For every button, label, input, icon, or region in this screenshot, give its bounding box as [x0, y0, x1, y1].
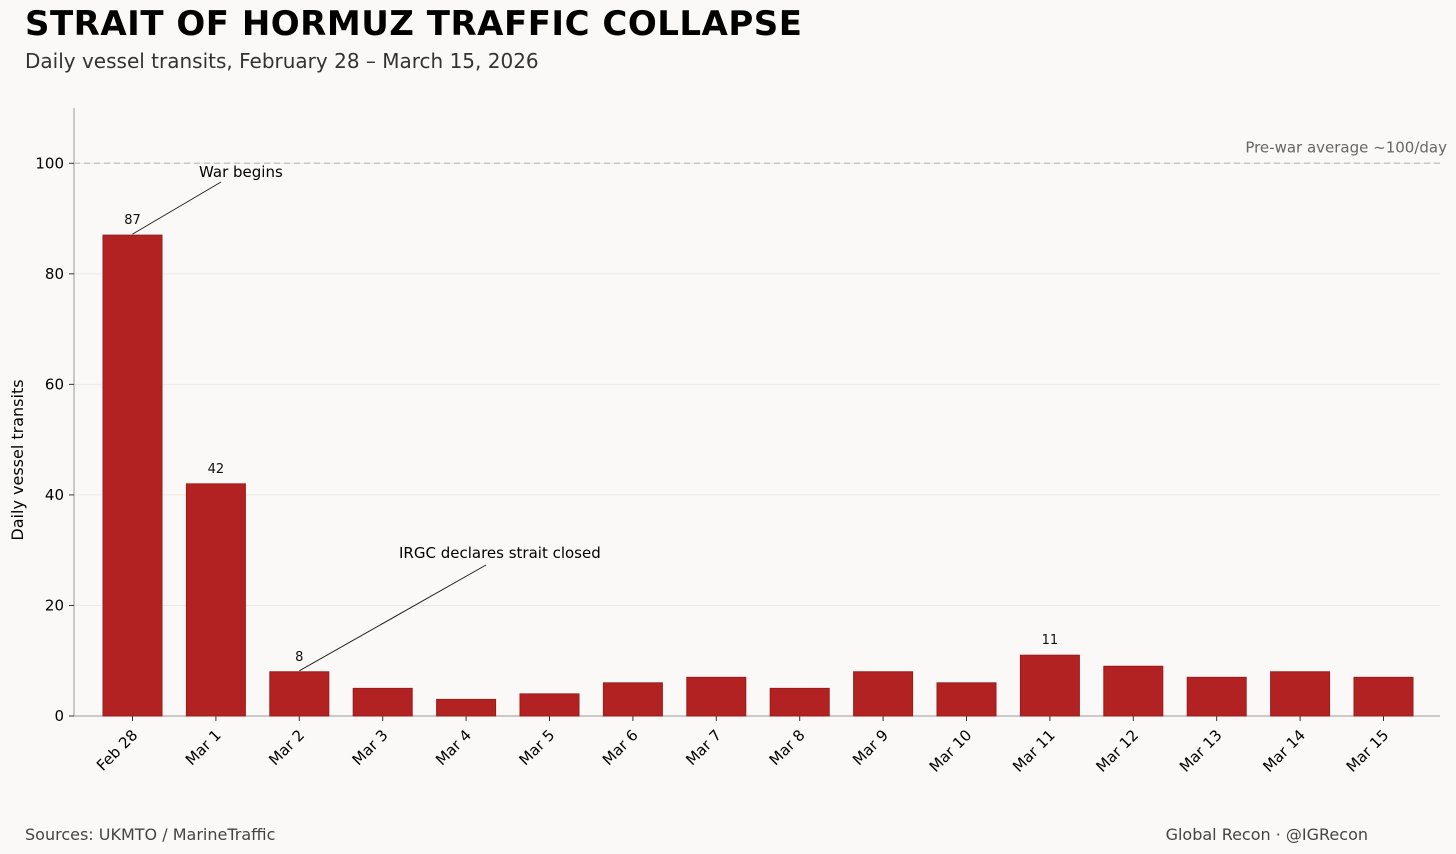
x-tick-label: Feb 28	[93, 726, 141, 774]
data-label: 11	[1042, 633, 1059, 648]
annotation-leader-line	[132, 181, 222, 235]
chart-title: STRAIT OF HORMUZ TRAFFIC COLLAPSE	[25, 4, 803, 44]
x-tick-label: Mar 6	[599, 726, 642, 769]
bar	[1019, 654, 1080, 717]
bar	[185, 483, 246, 717]
annotation-leader-line	[299, 564, 487, 672]
bar	[853, 671, 914, 717]
x-tick-label: Mar 2	[265, 726, 308, 769]
x-tick-label: Mar 10	[926, 726, 976, 776]
annotation-label: IRGC declares strait closed	[399, 544, 601, 562]
x-tick-label: Mar 5	[515, 726, 558, 769]
x-tick-label: Mar 1	[182, 726, 225, 769]
y-axis-label: Daily vessel transits	[8, 379, 27, 540]
data-label: 87	[124, 213, 141, 228]
credit-note: Global Recon · @IGRecon	[1165, 825, 1368, 844]
reference-line-label: Pre-war average ~100/day	[1245, 138, 1447, 156]
y-tick-label: 60	[45, 375, 64, 393]
bar	[686, 676, 747, 717]
x-tick-label: Mar 7	[682, 726, 725, 769]
bar	[1186, 676, 1247, 717]
bar	[936, 682, 997, 717]
x-tick-label: Mar 12	[1093, 726, 1143, 776]
sources-note: Sources: UKMTO / MarineTraffic	[25, 825, 276, 844]
bar	[102, 234, 163, 717]
y-tick-label: 40	[45, 486, 64, 504]
y-tick-label: 80	[45, 265, 64, 283]
y-tick-label: 20	[45, 596, 64, 614]
chart-subtitle: Daily vessel transits, February 28 – Mar…	[25, 49, 539, 73]
annotation-label: War begins	[199, 163, 283, 181]
x-tick-label: Mar 15	[1343, 726, 1393, 776]
bar	[269, 671, 330, 717]
data-label: 8	[295, 650, 303, 665]
x-tick-label: Mar 8	[766, 726, 809, 769]
x-tick-label: Mar 11	[1009, 726, 1059, 776]
bar	[1353, 676, 1414, 717]
y-tick-label: 0	[54, 707, 64, 725]
bar	[1270, 671, 1331, 717]
bar	[352, 687, 413, 717]
data-label: 42	[208, 462, 225, 477]
bar	[519, 693, 580, 717]
bar	[1103, 665, 1164, 717]
x-tick-label: Mar 13	[1176, 726, 1226, 776]
x-tick-label: Mar 14	[1259, 726, 1309, 776]
x-tick-label: Mar 4	[432, 726, 475, 769]
bar	[602, 682, 663, 717]
bar	[436, 698, 497, 717]
y-tick-label: 100	[35, 154, 64, 172]
x-tick-label: Mar 9	[849, 726, 892, 769]
x-tick-label: Mar 3	[349, 726, 392, 769]
bar	[769, 687, 830, 717]
